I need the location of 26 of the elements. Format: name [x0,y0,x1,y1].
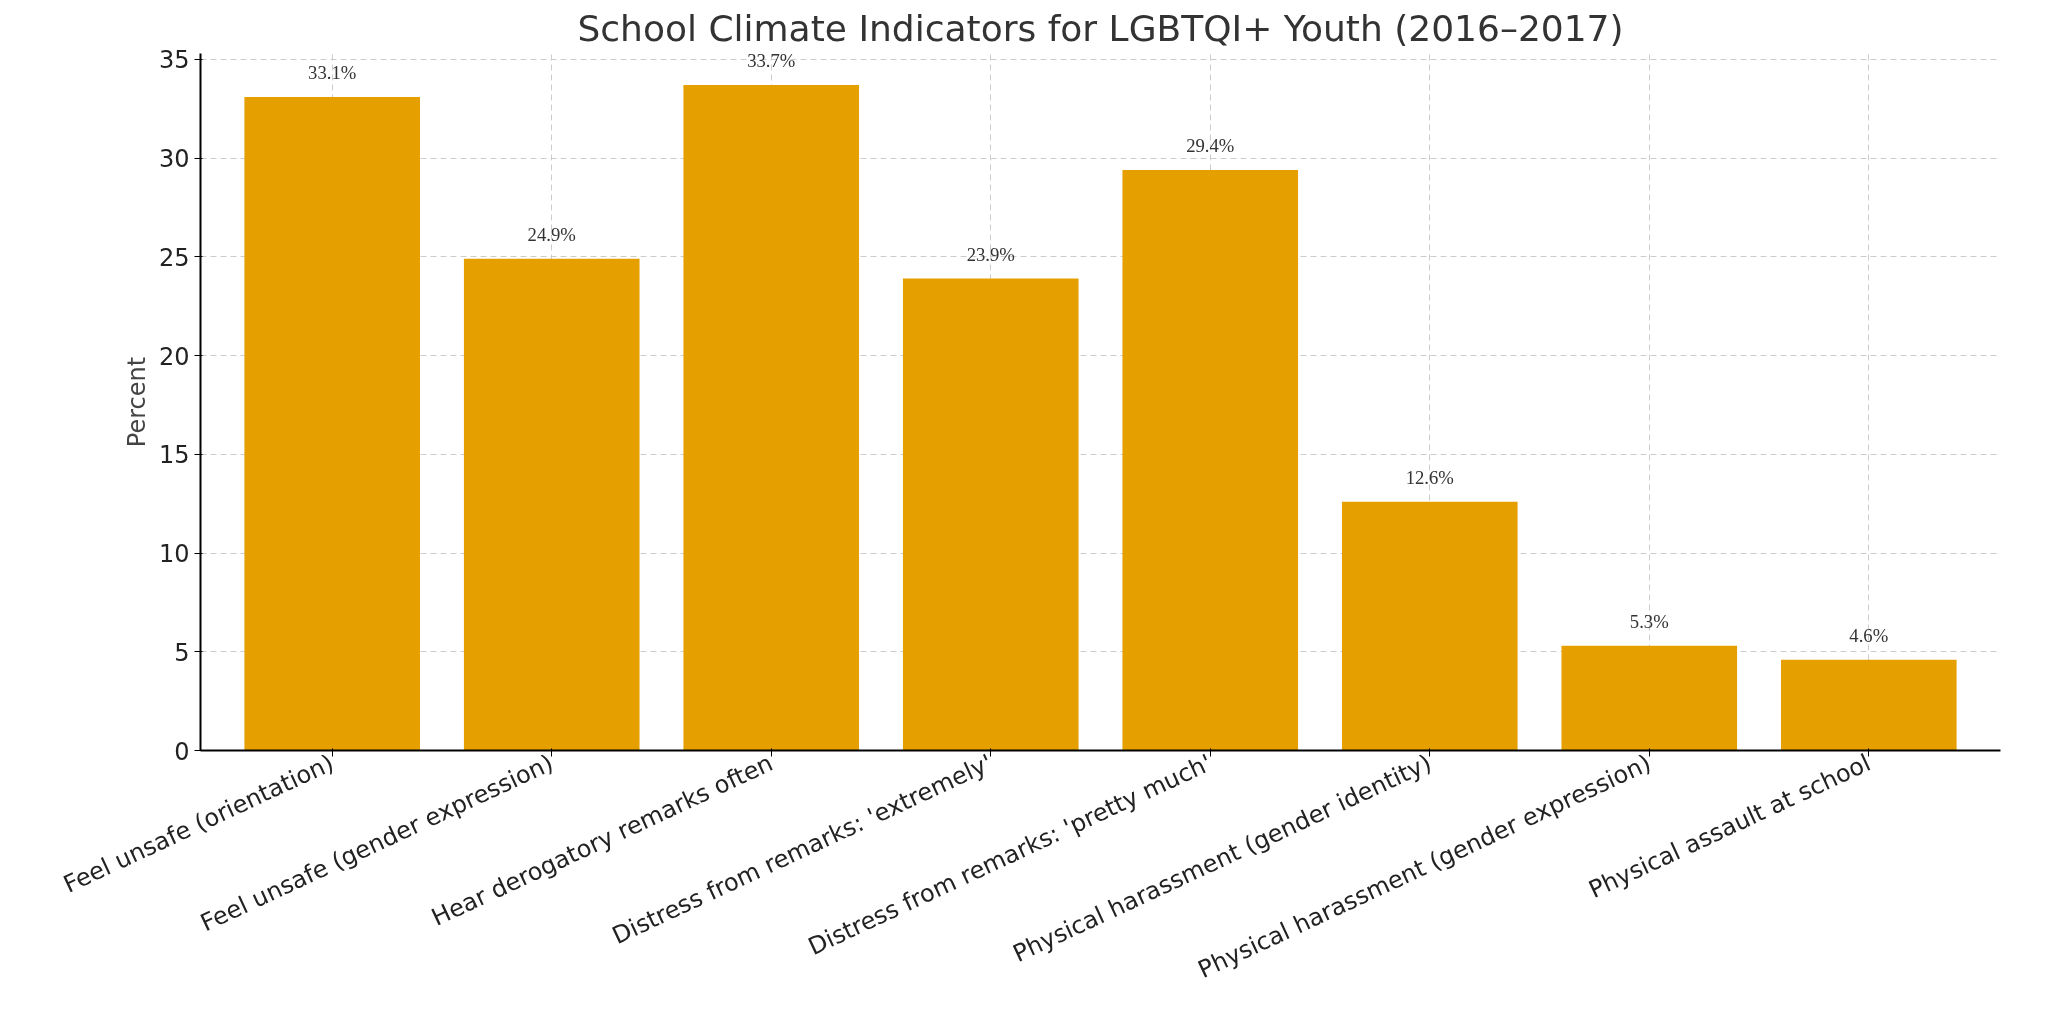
data-label: 33.7% [747,50,796,72]
y-tick-label: 30 [158,145,190,174]
y-axis-title: Percent [122,356,151,448]
data-label: 24.9% [527,223,576,245]
data-label: 12.6% [1405,466,1454,488]
data-label: 5.3% [1629,610,1669,632]
chart-title: School Climate Indicators for LGBTQI+ Youth (2016–2017) [577,7,1624,49]
y-tick-label: 5 [174,638,190,667]
data-label: 23.9% [966,243,1015,265]
data-label: 29.4% [1186,135,1235,156]
bar [1341,501,1518,751]
y-tick-label: 10 [158,540,190,569]
data-label: 33.1% [308,61,357,83]
bar [683,85,860,751]
bar [244,96,421,751]
y-tick-label: 0 [174,737,190,766]
data-label: 4.6% [1849,624,1889,646]
bar [1780,659,1957,751]
bar [463,258,640,751]
bar [902,278,1079,751]
bar [1561,645,1738,751]
y-tick-label: 15 [158,441,190,470]
y-tick-label: 35 [158,46,190,75]
y-tick-label: 20 [158,342,190,371]
bar [1122,170,1299,751]
y-tick-label: 25 [158,243,190,272]
